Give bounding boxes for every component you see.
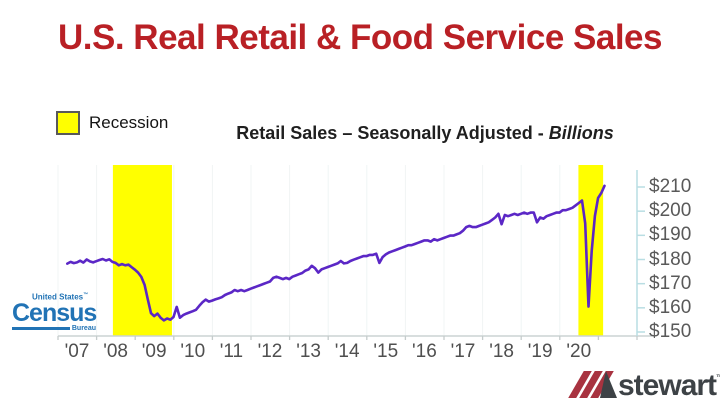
census-bureau-logo: United States™ Census Bureau (12, 292, 100, 332)
census-logo-rule (12, 326, 70, 330)
census-logo-top: United States™ (32, 292, 89, 302)
page-title: U.S. Real Retail & Food Service Sales (58, 18, 662, 57)
stewart-wordmark: stewart™ (618, 369, 720, 402)
recession-legend: Recession (56, 111, 168, 135)
sales-line (66, 184, 606, 322)
stewart-stripes-icon (568, 371, 617, 398)
chart-subtitle-emphasis: Billions (548, 123, 614, 143)
chart-subtitle-main: Retail Sales – Seasonally Adjusted - (236, 123, 549, 143)
census-logo-bar: Bureau (12, 325, 96, 332)
recession-legend-label: Recession (89, 113, 169, 132)
census-logo-bureau: Bureau (71, 324, 96, 332)
recession-swatch (56, 111, 80, 135)
chart-subtitle: Retail Sales – Seasonally Adjusted - Bil… (130, 123, 720, 144)
census-logo-wordmark: Census (12, 298, 97, 327)
recession-band (112, 165, 172, 336)
stewart-logo: stewart™ (568, 369, 720, 402)
